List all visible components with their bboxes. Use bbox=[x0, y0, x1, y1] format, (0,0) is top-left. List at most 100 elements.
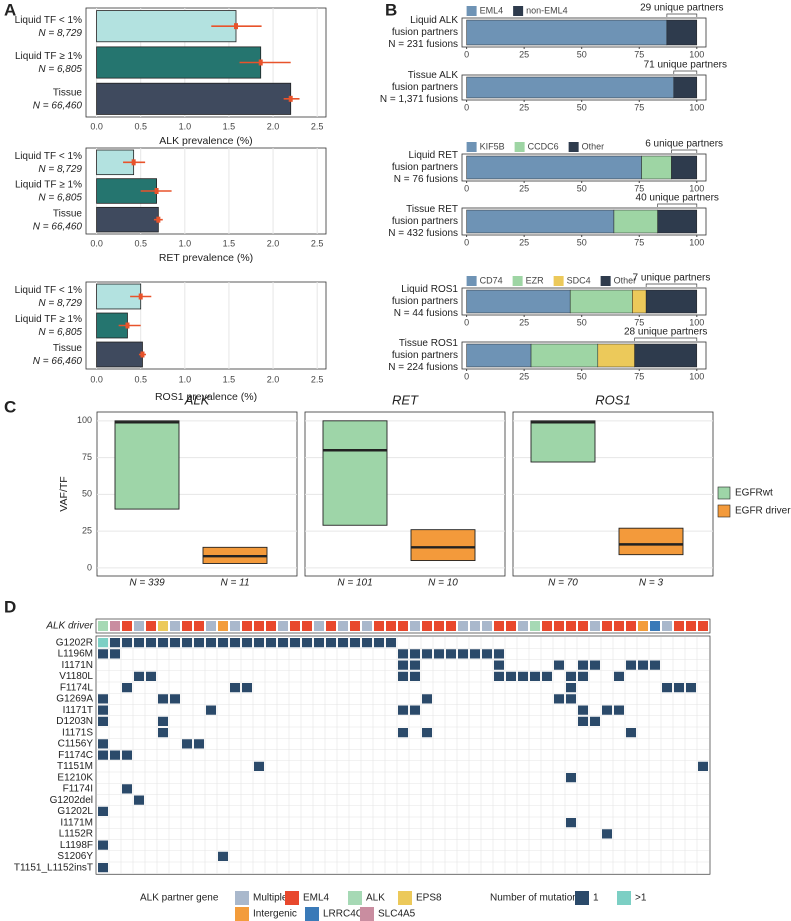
category-label: Tissue RET bbox=[406, 204, 458, 215]
mutation-cell bbox=[578, 716, 588, 726]
mutation-cell bbox=[170, 638, 180, 648]
panel-label: C bbox=[4, 397, 16, 416]
category-note: N = 432 fusions bbox=[388, 228, 458, 239]
partner-cell bbox=[278, 621, 288, 631]
mutation-cell bbox=[650, 660, 660, 670]
legend-label: ALK bbox=[366, 893, 385, 904]
bar-segment bbox=[597, 343, 635, 368]
partner-cell bbox=[98, 621, 108, 631]
legend-swatch bbox=[466, 6, 477, 16]
box bbox=[322, 420, 388, 526]
partner-cell bbox=[686, 621, 696, 631]
mutation-cell bbox=[542, 671, 552, 681]
partner-cell bbox=[362, 621, 372, 631]
x-tick-label: 75 bbox=[634, 49, 644, 59]
bar-segment bbox=[673, 76, 698, 99]
legend-label: KIF5B bbox=[480, 141, 505, 151]
x-tick-label: 1.0 bbox=[179, 238, 192, 248]
point-estimate bbox=[140, 351, 145, 358]
sample-size-label: N = 6,805 bbox=[38, 64, 82, 75]
x-tick-label: 0.5 bbox=[134, 121, 147, 131]
row-label: F1174I bbox=[63, 784, 93, 795]
mutation-cell bbox=[98, 750, 108, 760]
mutation-cell bbox=[398, 728, 408, 738]
mutation-cell bbox=[422, 728, 432, 738]
annotation-bracket bbox=[666, 13, 698, 17]
category-note: fusion partners bbox=[392, 27, 458, 38]
header-label: ALK driver bbox=[45, 621, 93, 632]
row-label: L1198F bbox=[60, 840, 93, 851]
bar-segment bbox=[657, 209, 698, 234]
partner-cell bbox=[266, 621, 276, 631]
mutation-cell bbox=[422, 649, 432, 659]
mutation-cell bbox=[122, 683, 132, 693]
mutation-cell bbox=[122, 750, 132, 760]
mutation-cell bbox=[566, 694, 576, 704]
mutation-cell bbox=[194, 638, 204, 648]
partner-cell bbox=[674, 621, 684, 631]
partner-cell bbox=[590, 621, 600, 631]
point-estimate bbox=[154, 188, 159, 194]
category-note: fusion partners bbox=[392, 350, 458, 361]
mutation-cell bbox=[398, 649, 408, 659]
x-tick-label: 0.0 bbox=[90, 121, 103, 131]
bar-segment bbox=[466, 19, 668, 46]
category-note: N = 44 fusions bbox=[394, 308, 458, 319]
mutation-cell bbox=[206, 705, 216, 715]
legend-swatch bbox=[513, 6, 524, 16]
bar bbox=[96, 46, 262, 79]
bar-segment bbox=[466, 289, 571, 314]
partner-cell bbox=[134, 621, 144, 631]
partner-cell bbox=[398, 621, 408, 631]
mutation-cell bbox=[458, 649, 468, 659]
mutation-cell bbox=[98, 694, 108, 704]
mutation-cell bbox=[494, 671, 504, 681]
mutation-cell bbox=[98, 863, 108, 873]
row-label: F1174C bbox=[58, 750, 93, 761]
mutation-cell bbox=[578, 671, 588, 681]
mutation-cell bbox=[386, 638, 396, 648]
grid-frame bbox=[95, 635, 711, 875]
partner-cell bbox=[554, 621, 564, 631]
partner-cell bbox=[146, 621, 156, 631]
legend-label: CD74 bbox=[480, 275, 503, 285]
mutation-cell bbox=[170, 694, 180, 704]
category-label: Liquid RET bbox=[409, 150, 458, 161]
legend-swatch bbox=[305, 907, 319, 921]
legend-label: EZR bbox=[526, 275, 545, 285]
row-label: F1174L bbox=[60, 682, 94, 693]
mutation-cell bbox=[110, 638, 120, 648]
partner-cell bbox=[602, 621, 612, 631]
n-label: N = 339 bbox=[129, 578, 165, 589]
legend-swatch bbox=[285, 891, 299, 905]
mutation-cell bbox=[422, 694, 432, 704]
partner-cell bbox=[338, 621, 348, 631]
mutation-cell bbox=[122, 784, 132, 794]
partner-cell bbox=[434, 621, 444, 631]
mutation-cell bbox=[554, 660, 564, 670]
x-tick-label: 75 bbox=[634, 317, 644, 327]
legend-title: Number of mutations bbox=[490, 893, 583, 904]
x-tick-label: 25 bbox=[519, 49, 529, 59]
legend-label: EPS8 bbox=[416, 893, 442, 904]
partner-cell bbox=[566, 621, 576, 631]
x-tick-label: 0 bbox=[464, 102, 469, 112]
bar bbox=[96, 82, 292, 115]
partner-cell bbox=[158, 621, 168, 631]
mutation-cell bbox=[242, 683, 252, 693]
legend-label: EML4 bbox=[480, 5, 504, 15]
partner-cell bbox=[110, 621, 120, 631]
bar-segment bbox=[632, 289, 647, 314]
point-estimate bbox=[258, 59, 263, 66]
mutation-cell bbox=[602, 705, 612, 715]
legend-swatch bbox=[575, 891, 589, 905]
mutation-cell bbox=[278, 638, 288, 648]
x-axis-label: ALK prevalence (%) bbox=[159, 135, 252, 147]
panel-label: A bbox=[4, 0, 16, 19]
x-tick-label: 0.5 bbox=[134, 374, 147, 384]
x-tick-label: 1.5 bbox=[223, 238, 236, 248]
facet-title: RET bbox=[392, 392, 419, 407]
mutation-cell bbox=[626, 728, 636, 738]
x-tick-label: 50 bbox=[577, 102, 587, 112]
